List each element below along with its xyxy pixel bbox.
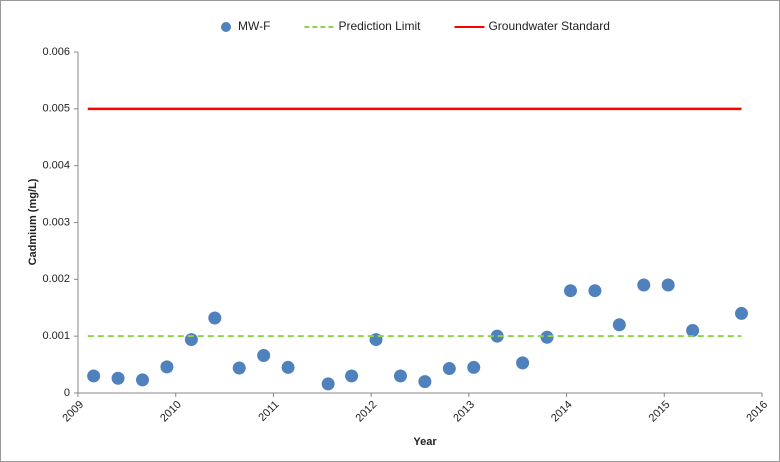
y-tick-label: 0.006: [42, 46, 70, 58]
data-point: [135, 373, 149, 387]
data-point: [686, 323, 700, 337]
legend-label: Prediction Limit: [338, 19, 421, 33]
data-point: [418, 375, 432, 389]
data-point: [184, 333, 198, 347]
x-axis-title: Year: [413, 436, 437, 448]
data-point: [281, 360, 295, 374]
y-tick-label: 0.002: [42, 273, 70, 285]
legend-marker: [221, 22, 231, 32]
data-point: [208, 311, 222, 325]
data-point: [490, 329, 504, 343]
data-point: [345, 369, 359, 383]
data-point: [467, 360, 481, 374]
legend-label: Groundwater Standard: [488, 19, 609, 33]
data-point: [393, 369, 407, 383]
data-point: [321, 377, 335, 391]
data-point: [516, 356, 530, 370]
data-point: [661, 278, 675, 292]
y-axis-title: Cadmium (mg/L): [27, 178, 39, 265]
data-point: [734, 306, 748, 320]
data-point: [87, 369, 101, 383]
data-point: [588, 284, 602, 298]
y-tick-label: 0.005: [42, 103, 70, 115]
y-tick-label: 0.001: [42, 330, 70, 342]
data-point: [369, 333, 383, 347]
data-point: [442, 362, 456, 376]
y-tick-label: 0.003: [42, 216, 70, 228]
data-point: [232, 361, 246, 375]
data-point: [540, 330, 554, 344]
y-tick-label: 0.004: [42, 160, 70, 172]
legend-label: MW-F: [238, 19, 270, 33]
data-point: [257, 348, 271, 362]
data-point: [637, 278, 651, 292]
data-point: [111, 371, 125, 385]
data-point: [563, 284, 577, 298]
y-tick-label: 0: [64, 387, 70, 399]
data-point: [612, 318, 626, 332]
data-point: [160, 360, 174, 374]
